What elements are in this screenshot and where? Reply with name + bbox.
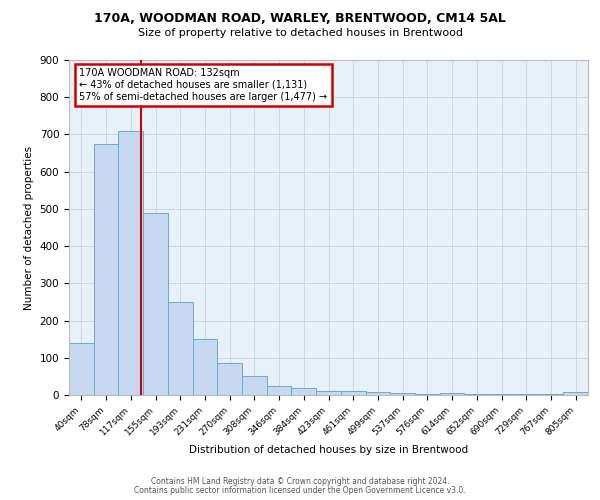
Bar [365, 392, 390, 395]
Bar [514, 394, 539, 395]
Bar [94, 144, 118, 395]
X-axis label: Distribution of detached houses by size in Brentwood: Distribution of detached houses by size … [189, 445, 468, 455]
Bar [118, 130, 143, 395]
Bar [316, 390, 341, 395]
Y-axis label: Number of detached properties: Number of detached properties [24, 146, 34, 310]
Bar [292, 388, 316, 395]
Text: 170A WOODMAN ROAD: 132sqm
← 43% of detached houses are smaller (1,131)
57% of se: 170A WOODMAN ROAD: 132sqm ← 43% of detac… [79, 68, 328, 102]
Text: Contains public sector information licensed under the Open Government Licence v3: Contains public sector information licen… [134, 486, 466, 495]
Text: 170A, WOODMAN ROAD, WARLEY, BRENTWOOD, CM14 5AL: 170A, WOODMAN ROAD, WARLEY, BRENTWOOD, C… [94, 12, 506, 26]
Bar [168, 302, 193, 395]
Bar [464, 394, 489, 395]
Bar [341, 392, 365, 395]
Bar [539, 394, 563, 395]
Bar [193, 339, 217, 395]
Bar [415, 394, 440, 395]
Bar [217, 364, 242, 395]
Bar [242, 376, 267, 395]
Bar [440, 393, 464, 395]
Bar [489, 394, 514, 395]
Bar [267, 386, 292, 395]
Bar [143, 212, 168, 395]
Bar [390, 393, 415, 395]
Text: Contains HM Land Registry data © Crown copyright and database right 2024.: Contains HM Land Registry data © Crown c… [151, 477, 449, 486]
Bar [563, 392, 588, 395]
Text: Size of property relative to detached houses in Brentwood: Size of property relative to detached ho… [137, 28, 463, 38]
Bar [69, 343, 94, 395]
